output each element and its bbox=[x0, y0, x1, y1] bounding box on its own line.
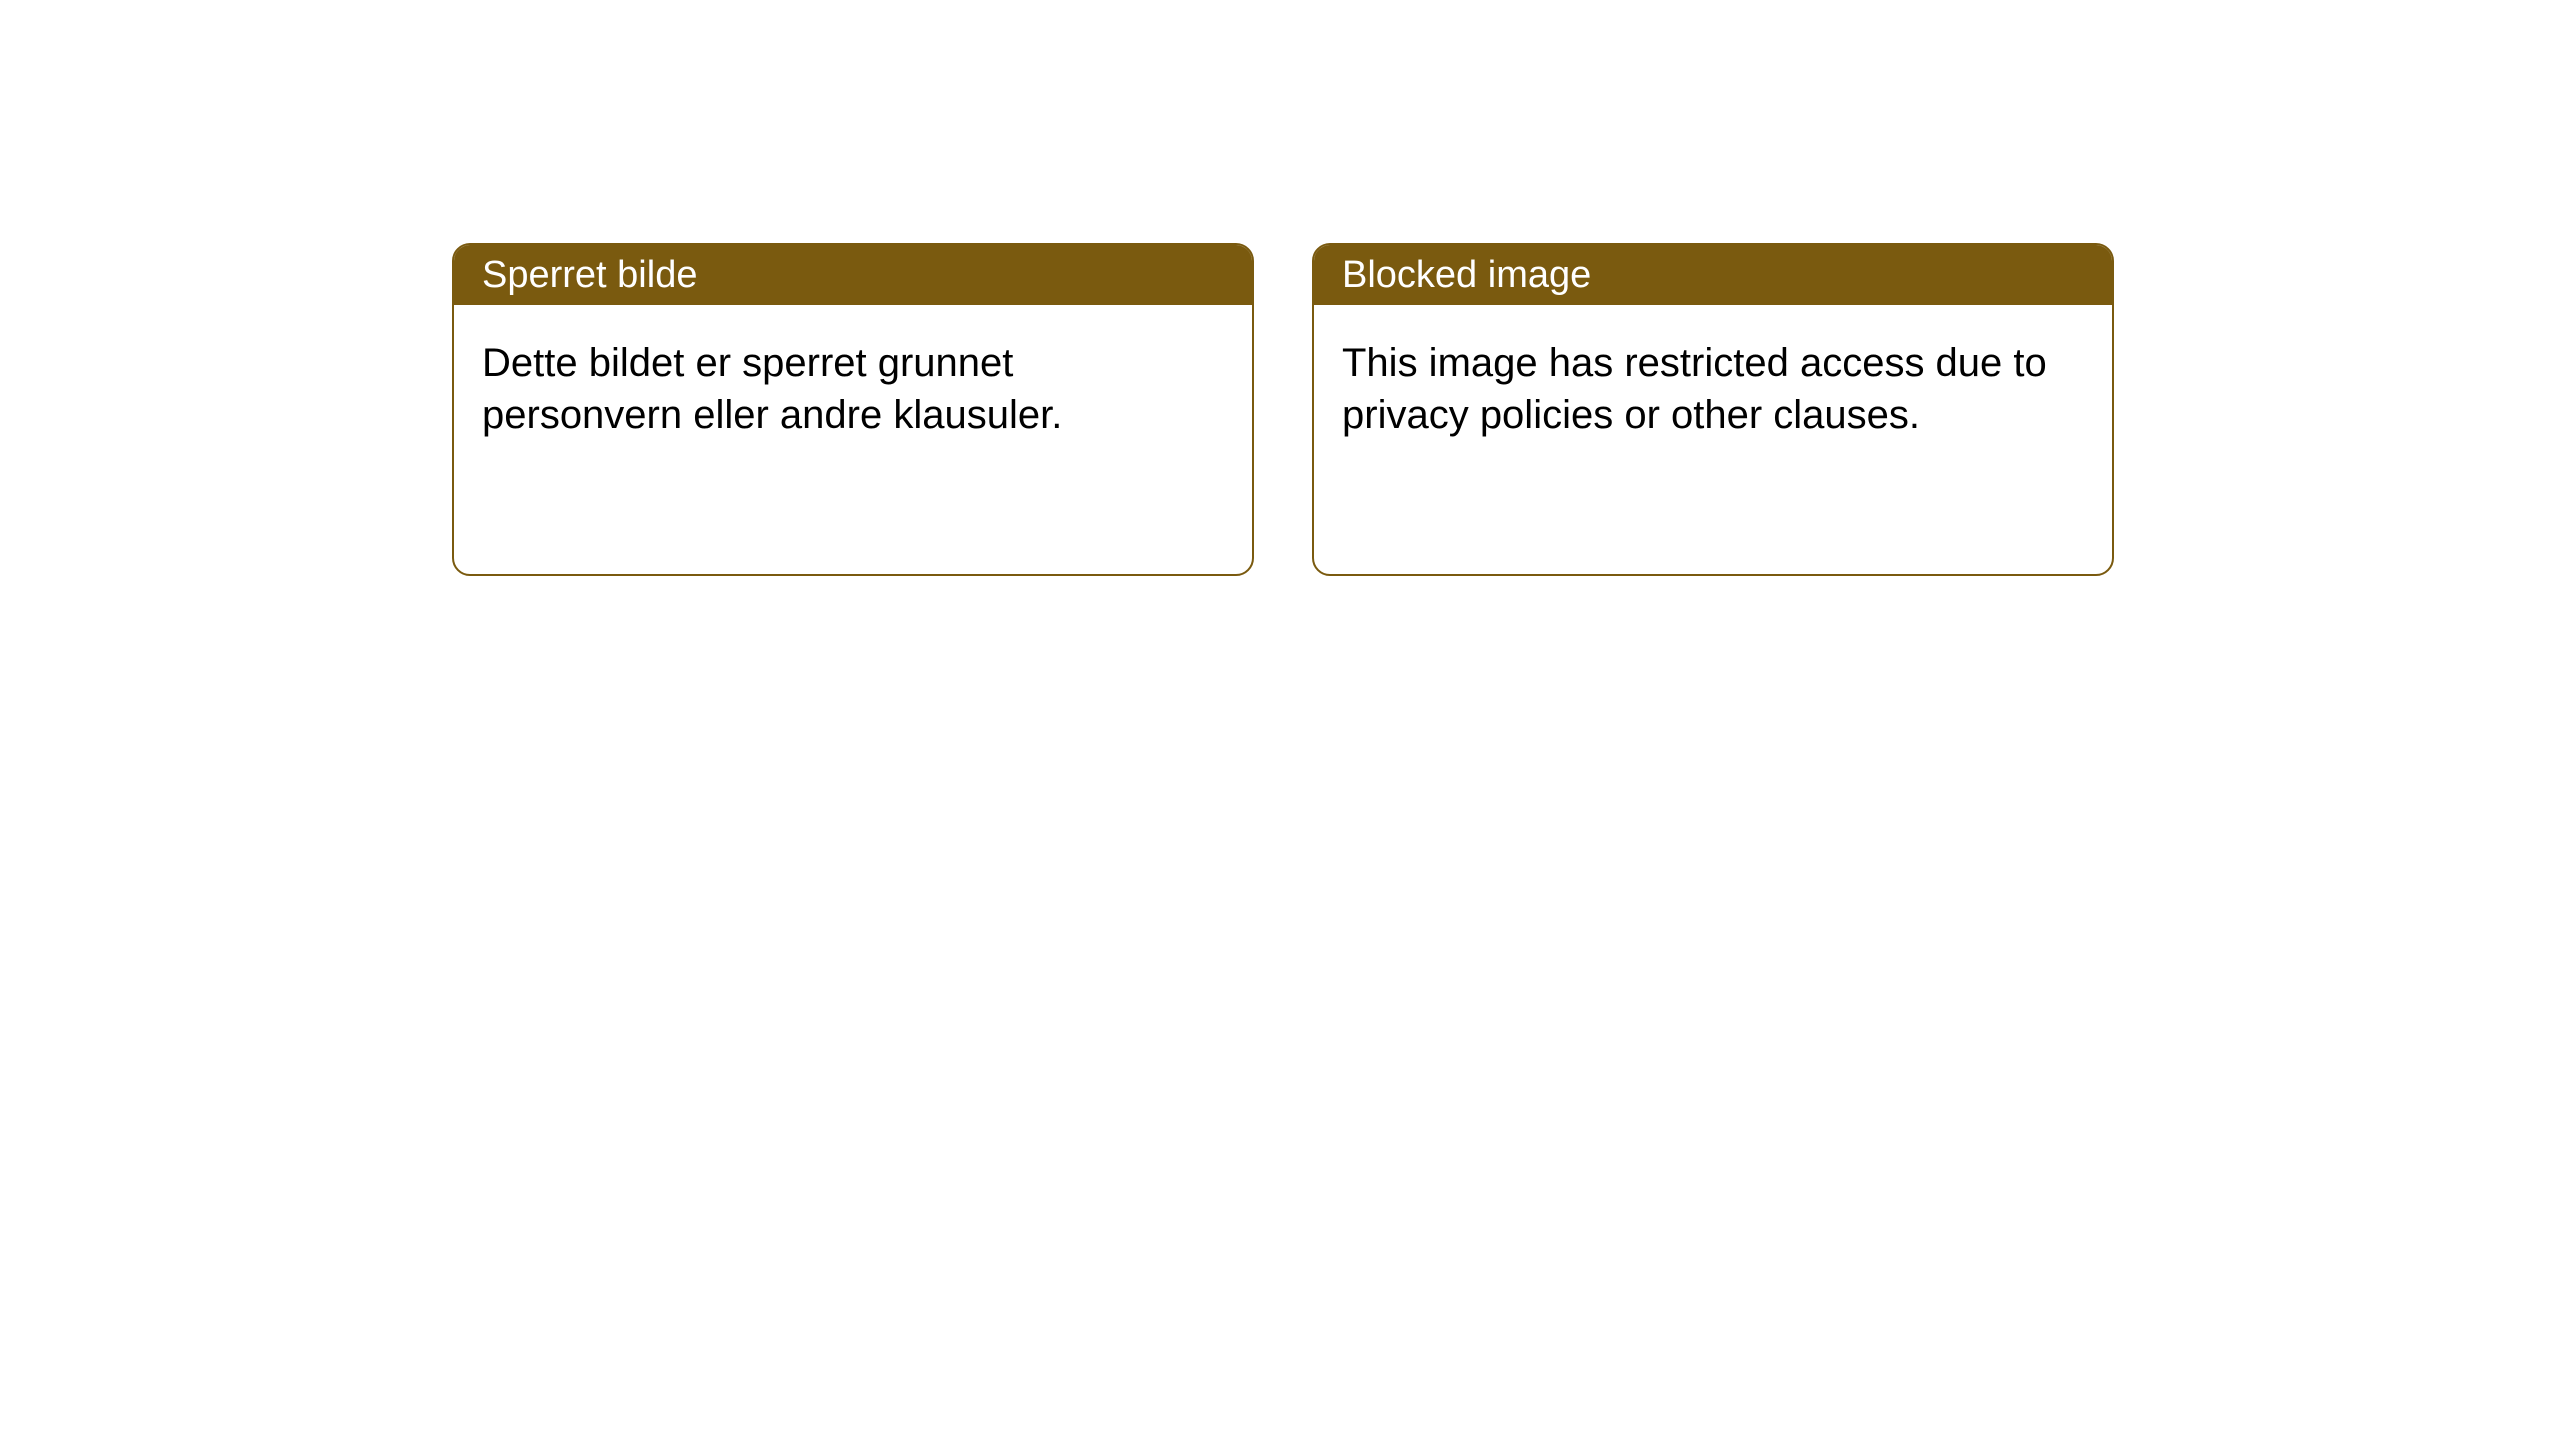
notice-card-english: Blocked image This image has restricted … bbox=[1312, 243, 2114, 576]
notice-message: Dette bildet er sperret grunnet personve… bbox=[482, 341, 1062, 437]
notice-container: Sperret bilde Dette bildet er sperret gr… bbox=[0, 0, 2560, 576]
notice-message: This image has restricted access due to … bbox=[1342, 341, 2047, 437]
notice-header: Blocked image bbox=[1314, 245, 2112, 305]
notice-header: Sperret bilde bbox=[454, 245, 1252, 305]
notice-card-norwegian: Sperret bilde Dette bildet er sperret gr… bbox=[452, 243, 1254, 576]
notice-body: This image has restricted access due to … bbox=[1314, 305, 2112, 473]
notice-title: Blocked image bbox=[1342, 254, 1591, 297]
notice-title: Sperret bilde bbox=[482, 254, 697, 297]
notice-body: Dette bildet er sperret grunnet personve… bbox=[454, 305, 1252, 473]
